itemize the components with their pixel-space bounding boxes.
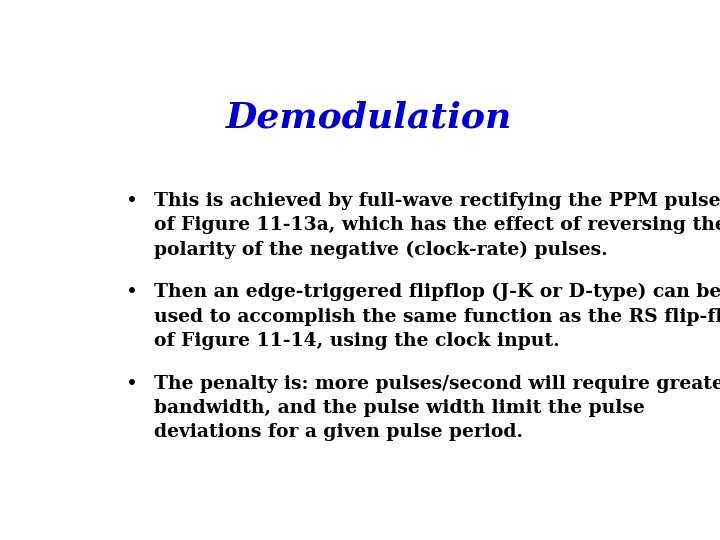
Text: •: • bbox=[126, 375, 138, 394]
Text: •: • bbox=[126, 192, 138, 211]
Text: The penalty is: more pulses/second will require greater
bandwidth, and the pulse: The penalty is: more pulses/second will … bbox=[154, 375, 720, 441]
Text: Demodulation: Demodulation bbox=[226, 100, 512, 134]
Text: •: • bbox=[126, 283, 138, 302]
Text: Then an edge-triggered flipflop (J-K or D-type) can be
used to accomplish the sa: Then an edge-triggered flipflop (J-K or … bbox=[154, 283, 720, 350]
Text: This is achieved by full-wave rectifying the PPM pulses
of Figure 11-13a, which : This is achieved by full-wave rectifying… bbox=[154, 192, 720, 259]
